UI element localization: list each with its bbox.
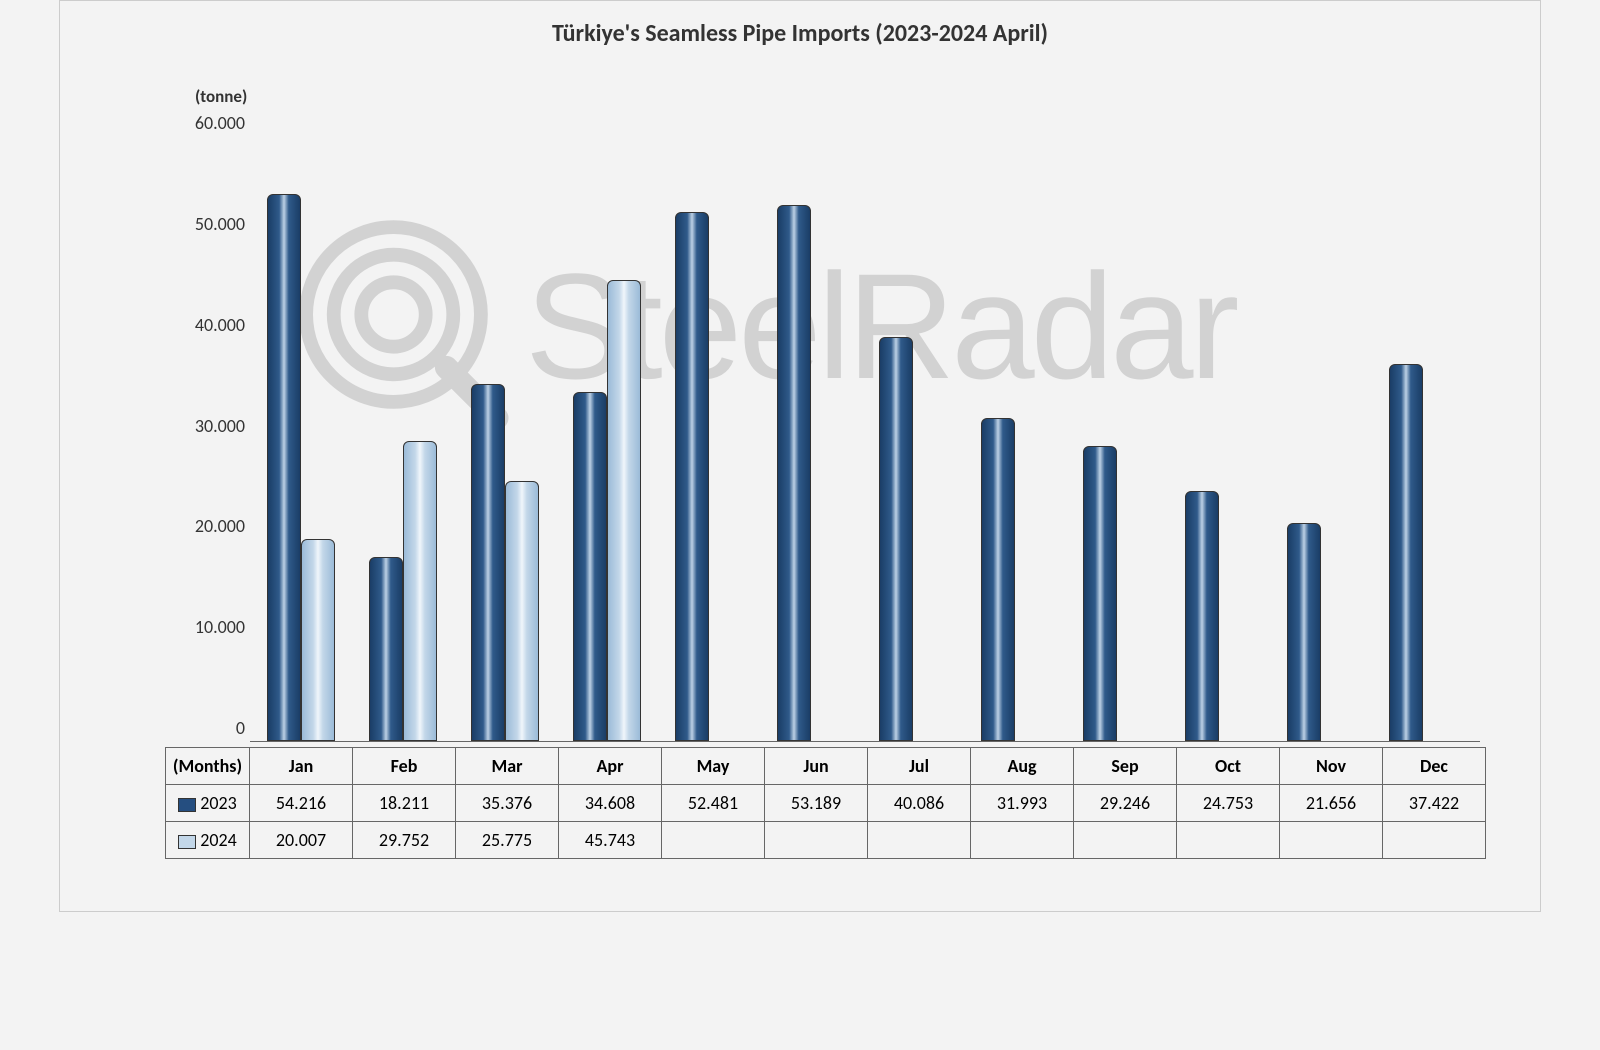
table-row-months: (Months) JanFebMarAprMayJunJulAugSepOctN… — [166, 748, 1486, 785]
bar-2023 — [777, 205, 811, 741]
y-tick-label: 30.000 — [165, 415, 245, 437]
bar-2023 — [1083, 446, 1117, 741]
bar-2023 — [1287, 523, 1321, 741]
month-header: Mar — [456, 748, 559, 785]
month-header: Apr — [559, 748, 662, 785]
bar-group — [1270, 136, 1372, 741]
data-cell — [1383, 822, 1486, 859]
y-axis-unit-label: (tonne) — [195, 86, 247, 107]
bar-2023 — [1185, 491, 1219, 741]
y-tick-label: 20.000 — [165, 515, 245, 537]
data-cell: 53.189 — [765, 785, 868, 822]
data-cell — [971, 822, 1074, 859]
bar-group — [1168, 136, 1270, 741]
data-cell: 25.775 — [456, 822, 559, 859]
bar-2024 — [505, 481, 539, 741]
bar-group — [556, 136, 658, 741]
y-tick-label: 0 — [165, 717, 245, 739]
bar-group — [1372, 136, 1474, 741]
month-header: Oct — [1177, 748, 1280, 785]
bar-2023 — [267, 194, 301, 741]
y-tick-label: 10.000 — [165, 616, 245, 638]
month-header: Dec — [1383, 748, 1486, 785]
y-tick-label: 40.000 — [165, 314, 245, 336]
bar-group — [760, 136, 862, 741]
month-header: Jan — [250, 748, 353, 785]
data-cell: 45.743 — [559, 822, 662, 859]
chart-title: Türkiye's Seamless Pipe Imports (2023-20… — [60, 19, 1540, 48]
bar-2023 — [369, 557, 403, 741]
table-row: 2024 20.00729.75225.77545.743 — [166, 822, 1486, 859]
bar-2024 — [403, 441, 437, 741]
series-name: 2023 — [200, 792, 237, 814]
data-cell: 18.211 — [353, 785, 456, 822]
plot-area — [250, 136, 1480, 742]
data-cell: 35.376 — [456, 785, 559, 822]
data-cell — [868, 822, 971, 859]
chart-container: Türkiye's Seamless Pipe Imports (2023-20… — [59, 0, 1541, 912]
bar-group — [658, 136, 760, 741]
month-header: Jul — [868, 748, 971, 785]
y-axis: 010.00020.00030.00040.00050.00060.000 — [165, 136, 245, 741]
data-cell: 37.422 — [1383, 785, 1486, 822]
bar-2024 — [301, 539, 335, 741]
series-row-label: 2024 — [166, 822, 250, 859]
data-cell: 40.086 — [868, 785, 971, 822]
bar-group — [1066, 136, 1168, 741]
data-cell: 21.656 — [1280, 785, 1383, 822]
legend-swatch-icon — [178, 835, 196, 849]
data-cell: 54.216 — [250, 785, 353, 822]
bar-group — [454, 136, 556, 741]
bar-2023 — [675, 212, 709, 741]
data-cell — [662, 822, 765, 859]
month-header: Sep — [1074, 748, 1177, 785]
month-header: Aug — [971, 748, 1074, 785]
series-name: 2024 — [200, 829, 237, 851]
data-table: (Months) JanFebMarAprMayJunJulAugSepOctN… — [165, 747, 1486, 859]
data-cell: 34.608 — [559, 785, 662, 822]
bar-group — [964, 136, 1066, 741]
month-header: Feb — [353, 748, 456, 785]
bar-2023 — [1389, 364, 1423, 741]
data-cell: 20.007 — [250, 822, 353, 859]
y-tick-label: 50.000 — [165, 213, 245, 235]
month-header: Jun — [765, 748, 868, 785]
data-cell: 29.752 — [353, 822, 456, 859]
legend-swatch-icon — [178, 798, 196, 812]
bar-group — [250, 136, 352, 741]
data-cell — [765, 822, 868, 859]
series-row-label: 2023 — [166, 785, 250, 822]
data-cell: 24.753 — [1177, 785, 1280, 822]
month-header: May — [662, 748, 765, 785]
data-cell — [1177, 822, 1280, 859]
bar-2024 — [607, 280, 641, 741]
data-cell: 31.993 — [971, 785, 1074, 822]
table-row: 2023 54.21618.21135.37634.60852.48153.189… — [166, 785, 1486, 822]
data-cell: 29.246 — [1074, 785, 1177, 822]
data-cell — [1074, 822, 1177, 859]
bar-group — [352, 136, 454, 741]
bar-2023 — [573, 392, 607, 741]
data-cell: 52.481 — [662, 785, 765, 822]
data-cell — [1280, 822, 1383, 859]
bar-group — [862, 136, 964, 741]
bar-2023 — [471, 384, 505, 741]
y-tick-label: 60.000 — [165, 112, 245, 134]
bar-2023 — [879, 337, 913, 741]
month-header: Nov — [1280, 748, 1383, 785]
bar-2023 — [981, 418, 1015, 741]
months-row-label: (Months) — [166, 748, 250, 785]
